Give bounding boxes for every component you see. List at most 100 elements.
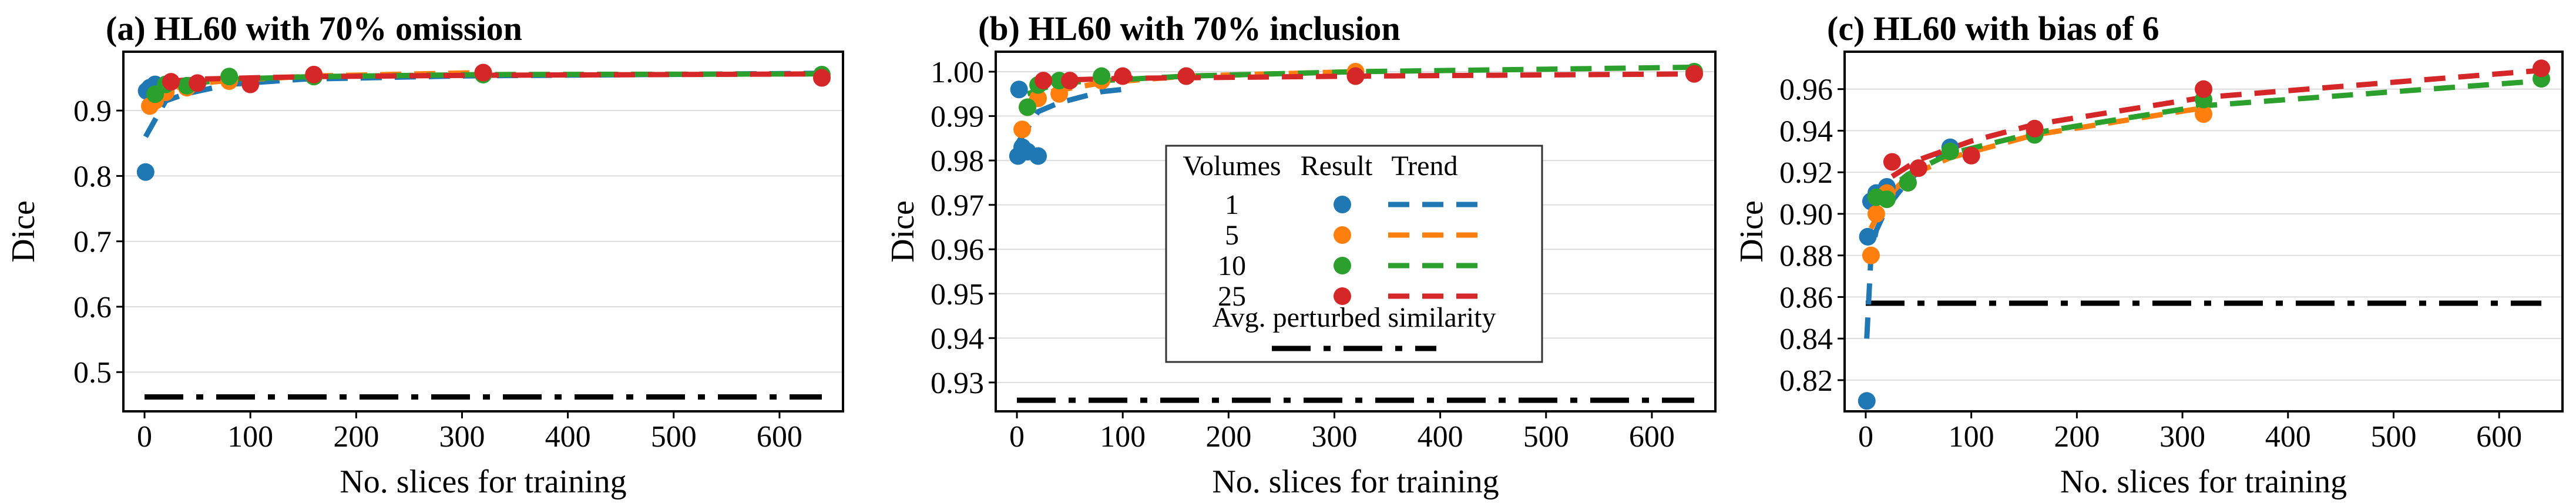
data-point-25 xyxy=(1035,72,1053,90)
data-point-1 xyxy=(1010,81,1028,99)
data-point-10 xyxy=(1093,67,1111,85)
data-point-1 xyxy=(1029,147,1047,165)
trend-line-5 xyxy=(1868,105,2204,230)
x-tick-label: 300 xyxy=(2159,420,2205,454)
x-tick-label: 500 xyxy=(2370,420,2416,454)
chart-panel-3: (c) HL60 with bias of 6 0 100 200 300 400 500 6… xyxy=(1734,9,2564,500)
data-point-25 xyxy=(1114,67,1132,85)
data-point-25 xyxy=(1883,153,1901,171)
data-point-1 xyxy=(136,163,155,181)
legend-header: Volumes xyxy=(1183,150,1281,182)
chart-title: (a) HL60 with 70% omission xyxy=(106,9,522,48)
legend-box xyxy=(1165,145,1543,363)
data-point-25 xyxy=(162,73,180,91)
y-tick-label: 0.82 xyxy=(1779,364,1833,398)
data-point-25 xyxy=(2533,59,2551,78)
y-tick-label: 0.94 xyxy=(931,322,984,356)
data-point-10 xyxy=(1878,190,1896,209)
y-tick-label: 0.98 xyxy=(931,145,984,178)
x-tick-label: 600 xyxy=(757,420,802,454)
legend-volume-label: 25 xyxy=(1218,281,1246,312)
x-tick-label: 400 xyxy=(2265,420,2311,454)
legend-result-marker xyxy=(1334,196,1351,213)
data-point-25 xyxy=(1909,159,1927,177)
data-point-25 xyxy=(2026,119,2044,138)
y-tick-label: 0.7 xyxy=(73,226,112,259)
data-point-25 xyxy=(241,75,260,93)
legend-volume-label: 10 xyxy=(1218,250,1246,281)
data-point-10 xyxy=(1899,173,1917,192)
data-point-25 xyxy=(2195,80,2212,98)
y-tick-label: 0.6 xyxy=(73,291,112,324)
legend-baseline-label: Avg. perturbed similarity xyxy=(1213,302,1496,333)
data-point-10 xyxy=(1019,98,1037,116)
data-point-5 xyxy=(1867,204,1885,223)
x-axis-label: No. slices for training xyxy=(2060,464,2347,500)
y-tick-label: 0.95 xyxy=(931,278,984,311)
plot-frame xyxy=(1843,51,2564,413)
data-point-25 xyxy=(1177,67,1195,85)
x-tick-label: 400 xyxy=(1418,420,1463,454)
y-tick-label: 1.00 xyxy=(931,56,984,89)
data-point-25 xyxy=(474,63,492,82)
y-tick-label: 0.5 xyxy=(73,356,112,390)
data-point-25 xyxy=(1346,67,1365,85)
plot-frame xyxy=(122,51,844,413)
trend-line-25 xyxy=(170,71,822,84)
data-point-5 xyxy=(1013,120,1032,139)
data-point-1 xyxy=(1859,227,1877,246)
x-tick-label: 200 xyxy=(333,420,379,454)
y-axis-label: Dice xyxy=(1734,200,1770,263)
trend-line-1 xyxy=(1016,86,1123,145)
y-tick-label: 0.88 xyxy=(1779,240,1833,273)
data-point-10 xyxy=(1941,142,1959,160)
y-tick-label: 0.86 xyxy=(1779,281,1833,314)
data-point-1 xyxy=(1858,392,1876,410)
legend-result-marker xyxy=(1334,257,1351,274)
data-point-25 xyxy=(1962,146,1980,165)
x-tick-label: 100 xyxy=(1949,420,1994,454)
y-tick-label: 0.92 xyxy=(1779,156,1833,190)
data-point-5 xyxy=(1050,85,1069,103)
y-axis-label: Dice xyxy=(885,200,921,263)
data-point-10 xyxy=(220,68,239,86)
chart-panel-2: (b) HL60 with 70% inclusion 0 100 200 300 400… xyxy=(885,9,1717,500)
y-tick-label: 0.96 xyxy=(1779,73,1833,107)
x-tick-label: 500 xyxy=(1523,420,1569,454)
trend-line-10 xyxy=(1026,64,1695,97)
x-tick-label: 400 xyxy=(545,420,591,454)
x-tick-label: 200 xyxy=(2054,420,2100,454)
x-tick-label: 0 xyxy=(1858,420,1873,454)
x-tick-label: 500 xyxy=(651,420,697,454)
x-tick-label: 300 xyxy=(439,420,485,454)
y-axis-label: Dice xyxy=(5,200,42,263)
plot-frame xyxy=(995,51,1717,413)
data-point-5 xyxy=(1862,246,1880,264)
trend-line-10 xyxy=(155,71,822,94)
data-point-25 xyxy=(305,65,323,83)
chart-title: (b) HL60 with 70% inclusion xyxy=(978,9,1400,48)
legend-result-marker xyxy=(1334,226,1351,244)
y-tick-label: 0.8 xyxy=(73,160,112,193)
x-tick-label: 600 xyxy=(2476,420,2522,454)
data-point-25 xyxy=(1685,65,1703,83)
legend-header: Result xyxy=(1301,150,1373,182)
x-tick-label: 0 xyxy=(1009,420,1025,454)
data-point-25 xyxy=(189,74,207,92)
y-tick-label: 0.93 xyxy=(931,367,984,400)
trend-line-25 xyxy=(1043,71,1695,83)
y-tick-label: 0.84 xyxy=(1779,323,1833,356)
chart-title: (c) HL60 with bias of 6 xyxy=(1827,9,2159,48)
x-tick-label: 100 xyxy=(1100,420,1146,454)
y-tick-label: 0.94 xyxy=(1779,115,1833,148)
y-tick-label: 0.96 xyxy=(931,233,984,267)
y-tick-label: 0.97 xyxy=(931,189,984,223)
y-tick-label: 0.9 xyxy=(73,95,112,128)
data-point-25 xyxy=(1061,72,1079,90)
trend-line-25 xyxy=(1890,68,2542,179)
y-tick-label: 0.90 xyxy=(1779,198,1833,232)
x-tick-label: 600 xyxy=(1629,420,1675,454)
data-point-25 xyxy=(812,69,831,87)
